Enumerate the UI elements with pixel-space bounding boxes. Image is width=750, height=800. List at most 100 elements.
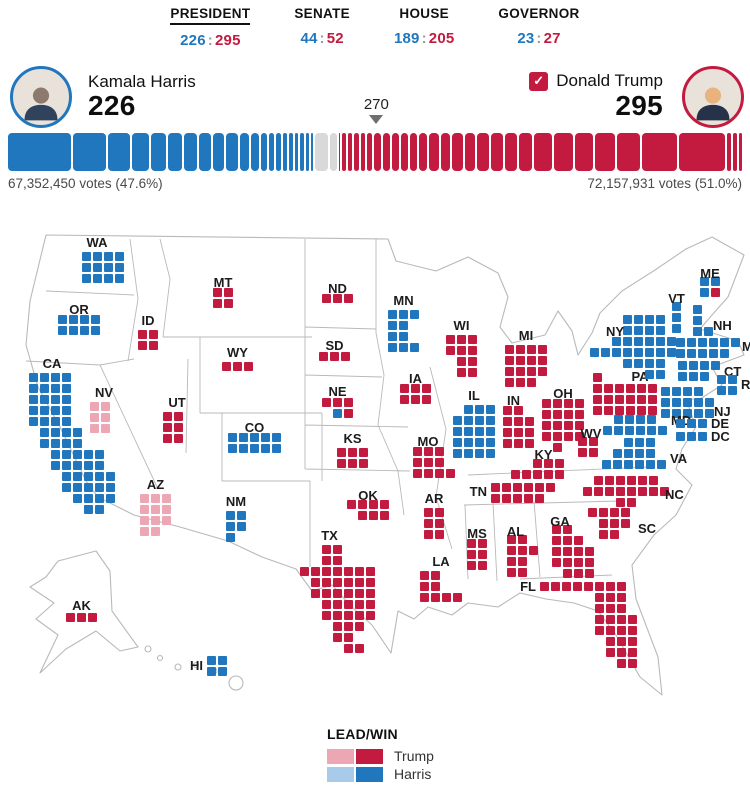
- bar-segment-ga[interactable]: [574, 133, 594, 171]
- state-ne[interactable]: NE: [322, 385, 353, 418]
- state-mt[interactable]: MT: [213, 276, 233, 308]
- state-id[interactable]: ID: [138, 314, 158, 350]
- state-ks[interactable]: KS: [337, 432, 368, 468]
- bar-segment-ri[interactable]: [276, 133, 281, 171]
- bar-segment-vt[interactable]: [305, 133, 310, 171]
- bar-segment-ct[interactable]: [251, 133, 260, 171]
- bar-segment-wy[interactable]: [727, 133, 731, 171]
- state-vt[interactable]: VT: [668, 292, 685, 333]
- state-nd[interactable]: ND: [322, 282, 353, 303]
- state-co[interactable]: CO: [228, 421, 281, 453]
- bar-segment-az[interactable]: [314, 133, 328, 171]
- state-va[interactable]: VA: [602, 438, 687, 469]
- state-nj[interactable]: NJ: [661, 387, 731, 418]
- state-md[interactable]: MD: [603, 414, 691, 435]
- tab-president[interactable]: PRESIDENT 226:295: [170, 6, 251, 49]
- bar-segment-ks[interactable]: [383, 133, 391, 171]
- state-nc[interactable]: NC: [583, 476, 684, 507]
- bar-segment-al[interactable]: [464, 133, 476, 171]
- state-ct[interactable]: CT: [678, 361, 741, 381]
- bar-segment-me-2[interactable]: [338, 133, 340, 171]
- state-fl[interactable]: FL: [520, 580, 637, 668]
- bar-segment-id[interactable]: [360, 133, 366, 171]
- bar-segment-ak[interactable]: [348, 133, 352, 171]
- bar-segment-ca[interactable]: [8, 133, 72, 171]
- bar-segment-hi[interactable]: [282, 133, 288, 171]
- state-hi[interactable]: HI: [190, 656, 227, 676]
- bar-segment-me[interactable]: [289, 133, 293, 171]
- state-ny[interactable]: NY: [590, 315, 676, 379]
- state-tx[interactable]: TX: [300, 529, 375, 653]
- bar-segment-co[interactable]: [226, 133, 238, 171]
- bar-segment-nc[interactable]: [553, 133, 573, 171]
- bar-segment-tx[interactable]: [678, 133, 726, 171]
- bar-segment-ok[interactable]: [419, 133, 428, 171]
- bar-segment-sc[interactable]: [452, 133, 463, 171]
- bar-segment-ut[interactable]: [373, 133, 382, 171]
- bar-segment-nh[interactable]: [269, 133, 275, 171]
- bar-segment-de[interactable]: [294, 133, 299, 171]
- bar-segment-or[interactable]: [239, 133, 250, 171]
- bar-segment-in[interactable]: [504, 133, 518, 171]
- state-or[interactable]: OR: [58, 303, 100, 335]
- state-wa[interactable]: WA: [82, 236, 124, 283]
- state-la[interactable]: LA: [420, 555, 462, 602]
- state-ga[interactable]: GA: [550, 515, 594, 578]
- bar-segment-wa[interactable]: [167, 133, 182, 171]
- bar-segment-ia[interactable]: [392, 133, 400, 171]
- bar-segment-nm[interactable]: [261, 133, 268, 171]
- state-de[interactable]: DE: [676, 417, 729, 430]
- bar-segment-sd[interactable]: [738, 133, 743, 171]
- state-al[interactable]: AL: [507, 525, 538, 577]
- state-ma[interactable]: MA: [676, 338, 750, 358]
- state-nh[interactable]: NH: [693, 305, 732, 336]
- bar-segment-pa[interactable]: [617, 133, 640, 171]
- state-ia[interactable]: IA: [400, 372, 431, 404]
- bar-segment-mn[interactable]: [212, 133, 225, 171]
- bar-segment-mo[interactable]: [477, 133, 489, 171]
- state-il[interactable]: IL: [453, 389, 495, 458]
- bar-segment-nj[interactable]: [132, 133, 149, 171]
- state-mo[interactable]: MO: [413, 435, 455, 478]
- state-mi[interactable]: MI: [505, 329, 547, 387]
- state-ca[interactable]: CA: [29, 357, 115, 514]
- state-ar[interactable]: AR: [424, 492, 444, 539]
- bar-segment-va[interactable]: [150, 133, 166, 171]
- bar-segment-nv[interactable]: [329, 133, 337, 171]
- bar-segment-ne-2[interactable]: [311, 133, 313, 171]
- tab-senate[interactable]: SENATE 44:52: [294, 6, 350, 49]
- tab-house[interactable]: HOUSE 189:205: [394, 6, 454, 49]
- state-ky[interactable]: KY: [511, 448, 564, 479]
- state-ms[interactable]: MS: [467, 527, 487, 570]
- state-in[interactable]: IN: [503, 394, 534, 448]
- state-me[interactable]: ME: [700, 267, 720, 297]
- state-dc[interactable]: DC: [676, 430, 730, 443]
- state-wy[interactable]: WY: [222, 346, 253, 371]
- bar-segment-oh[interactable]: [595, 133, 616, 171]
- bar-segment-ma[interactable]: [183, 133, 197, 171]
- bar-segment-wv[interactable]: [367, 133, 372, 171]
- state-wi[interactable]: WI: [446, 319, 477, 377]
- state-ri[interactable]: RI: [717, 375, 750, 395]
- bar-segment-il[interactable]: [108, 133, 131, 171]
- state-wv[interactable]: WV: [578, 427, 601, 457]
- bar-segment-dc[interactable]: [300, 133, 304, 171]
- bar-segment-mi[interactable]: [534, 133, 552, 171]
- state-az[interactable]: AZ: [140, 478, 171, 536]
- bar-segment-ms[interactable]: [401, 133, 409, 171]
- bar-segment-ny[interactable]: [73, 133, 107, 171]
- bar-segment-fl[interactable]: [641, 133, 677, 171]
- state-ut[interactable]: UT: [163, 396, 186, 443]
- tab-governor[interactable]: GOVERNOR 23:27: [498, 6, 579, 49]
- bar-segment-wi[interactable]: [490, 133, 503, 171]
- state-pa[interactable]: PA: [593, 370, 657, 415]
- bar-segment-ky[interactable]: [429, 133, 439, 171]
- state-ak[interactable]: AK: [66, 599, 97, 622]
- bar-segment-md[interactable]: [198, 133, 211, 171]
- state-nm[interactable]: NM: [226, 495, 246, 542]
- state-nv[interactable]: NV: [90, 386, 113, 433]
- bar-segment-nd[interactable]: [732, 133, 737, 171]
- state-tn[interactable]: TN: [470, 483, 555, 503]
- state-ok[interactable]: OK: [347, 489, 389, 520]
- state-sd[interactable]: SD: [319, 339, 350, 361]
